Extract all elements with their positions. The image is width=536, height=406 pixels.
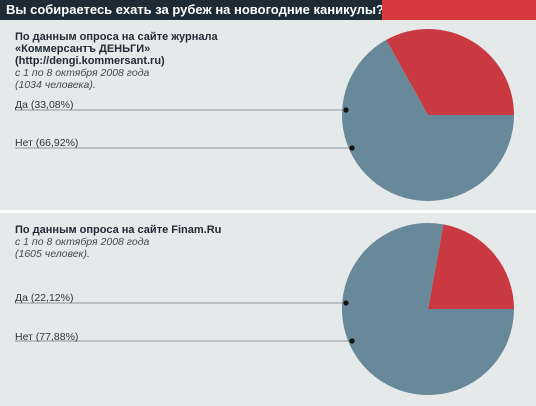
pie1-slice-no: [342, 39, 514, 201]
panel2-title-line1: По данным опроса на сайте Finam.Ru: [15, 224, 222, 236]
panel2-note-line2: (1605 человек).: [15, 248, 90, 260]
panel1-note-line1: с 1 по 8 октября 2008 года: [15, 67, 150, 79]
header-title: Вы собираетесь ехать за рубеж на новогод…: [6, 2, 384, 17]
pie2-leader-dot-yes: [343, 300, 349, 306]
panel-divider: [0, 210, 536, 213]
panel1-label-no: Нет (66,92%): [15, 137, 79, 149]
pie1-leader-dot-no: [349, 145, 355, 151]
panel1-label-yes: Да (33,08%): [15, 99, 74, 111]
pie1-leader-dot-yes: [343, 107, 349, 113]
pie2-slice-yes: [428, 224, 514, 309]
panel1-title-line1: По данным опроса на сайте журнала: [15, 31, 218, 43]
pie2-leader-dot-no: [349, 338, 355, 344]
panel2-label-no: Нет (77,88%): [15, 331, 79, 343]
panel2-note-line1: с 1 по 8 октября 2008 года: [15, 236, 150, 248]
panel2-label-yes: Да (22,12%): [15, 292, 74, 304]
header-accent-block: [382, 0, 536, 20]
panel1-title-line2: «Коммерсантъ ДЕНЬГИ»: [15, 43, 151, 55]
header-bar: Вы собираетесь ехать за рубеж на новогод…: [0, 0, 536, 20]
panel1-note-line2: (1034 человека).: [15, 79, 96, 91]
pie1-slice-yes: [386, 28, 514, 115]
pie2-slice-no: [342, 222, 514, 396]
panel1-title-line3: (http://dengi.kommersant.ru): [15, 55, 165, 67]
